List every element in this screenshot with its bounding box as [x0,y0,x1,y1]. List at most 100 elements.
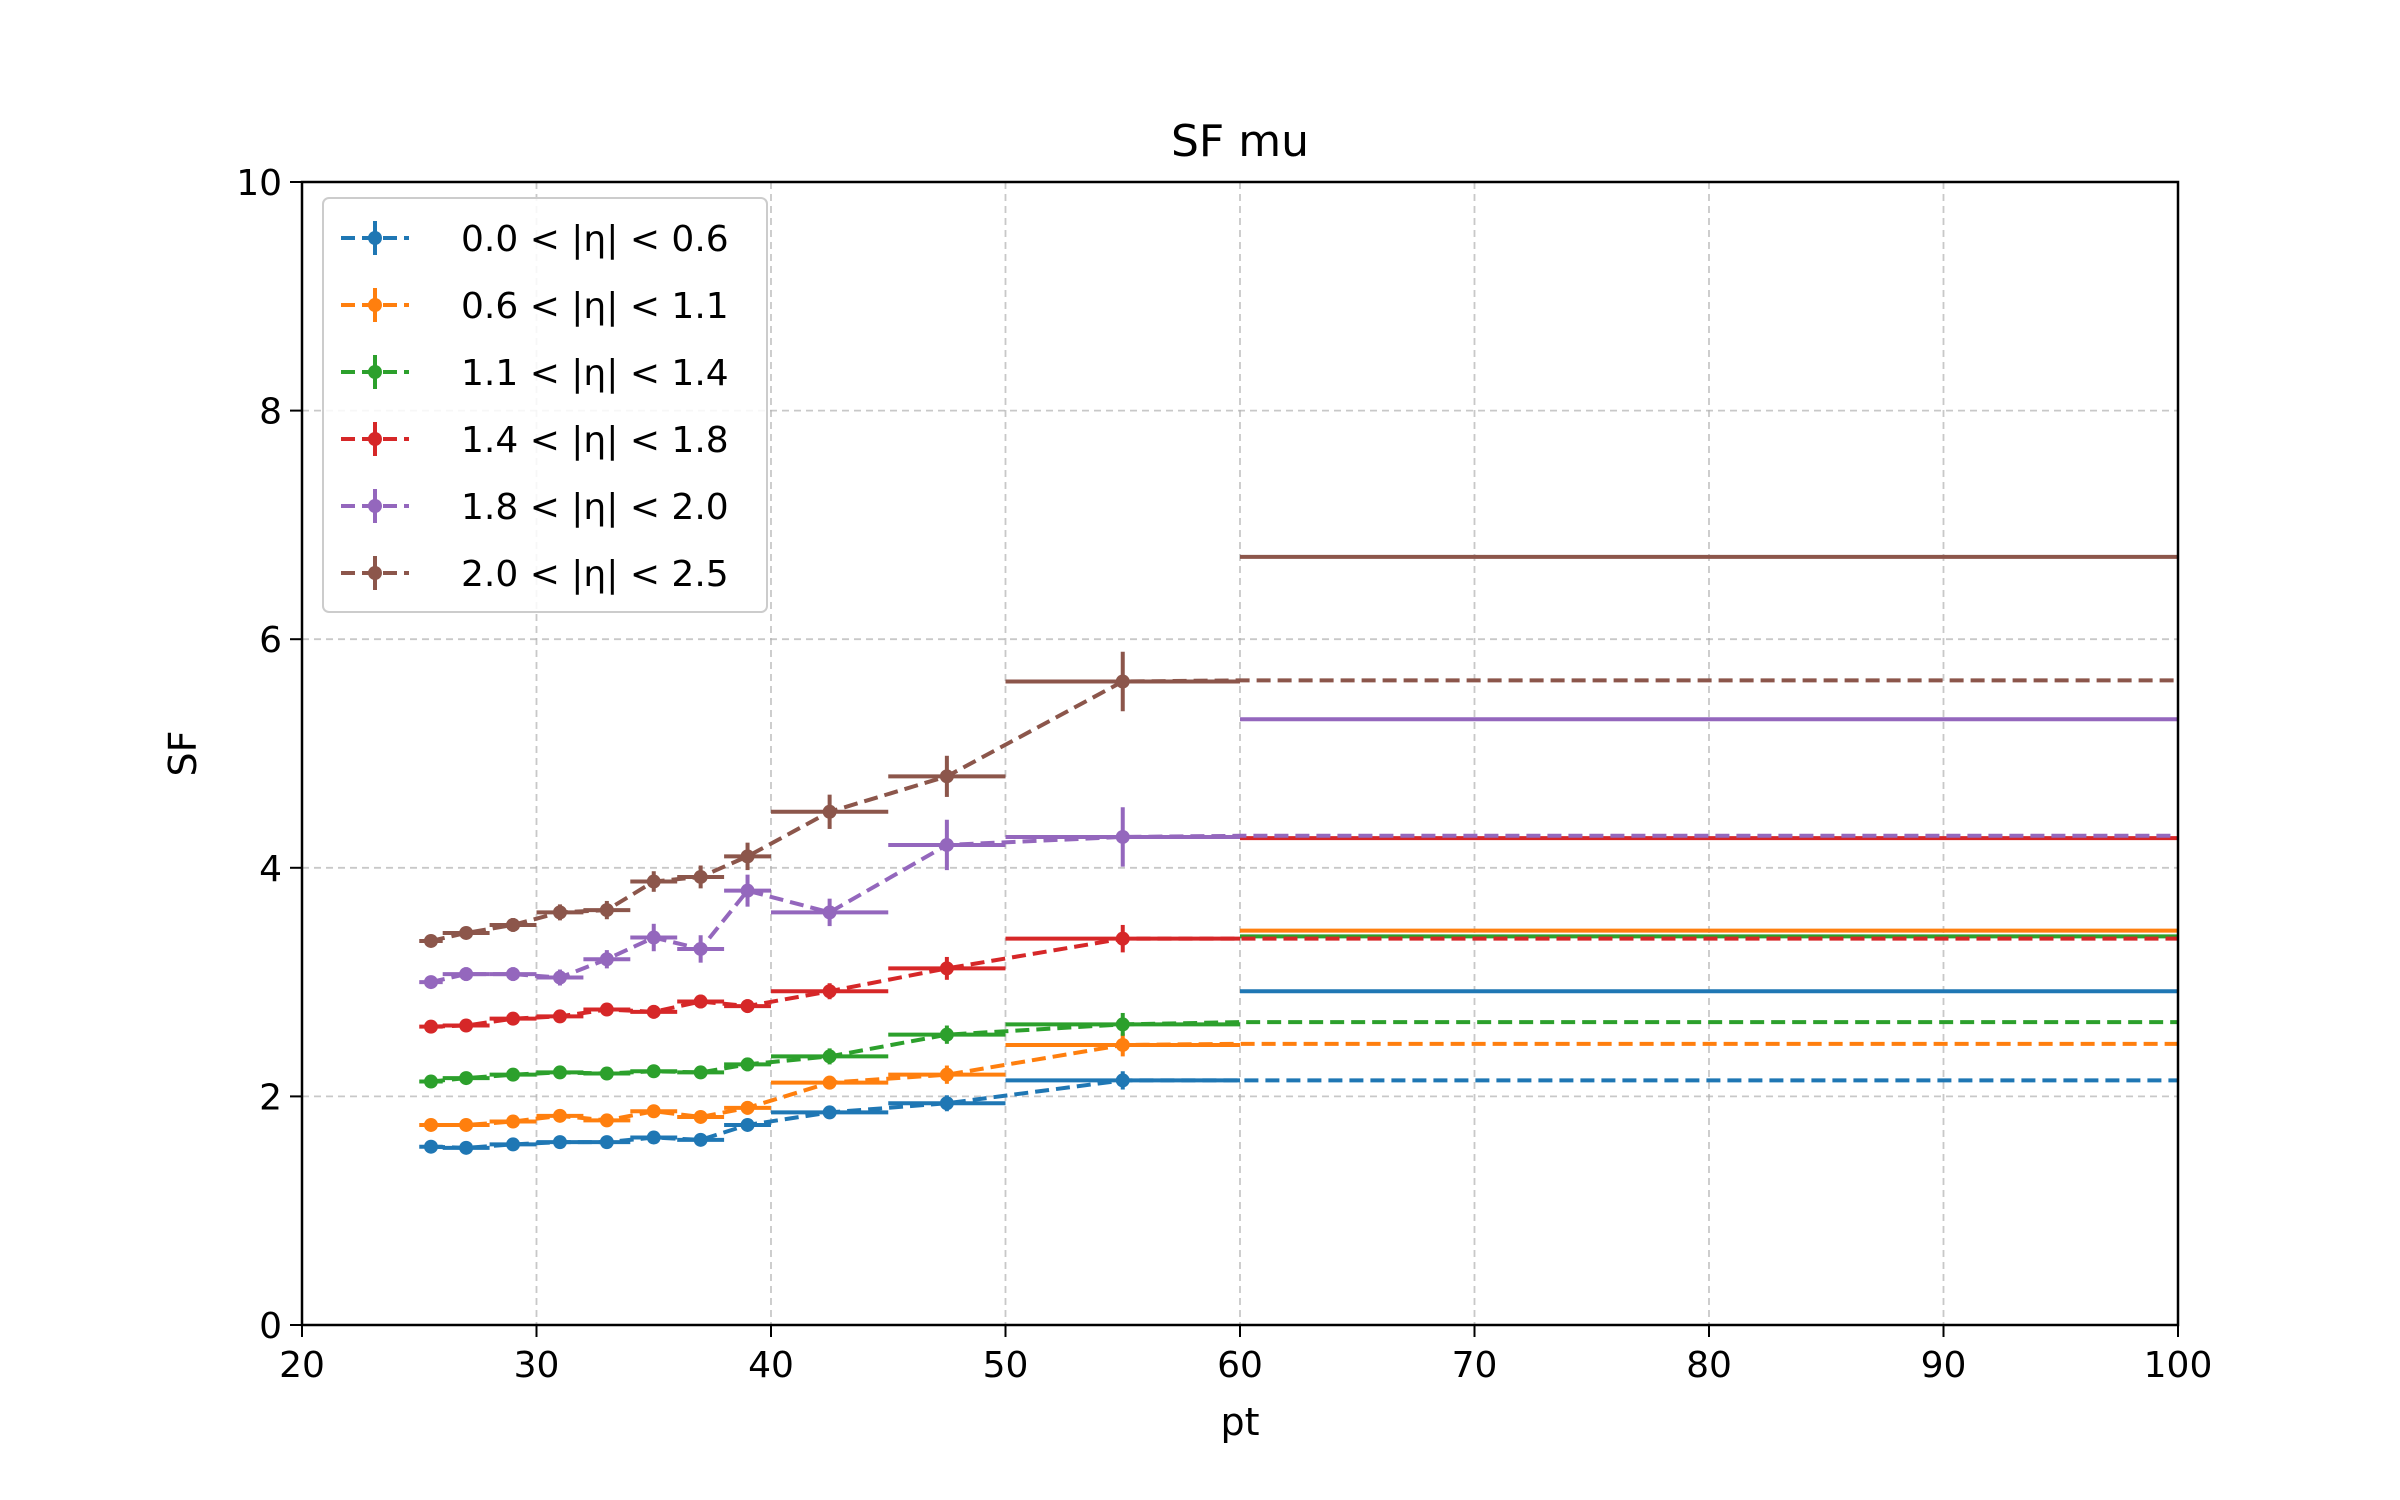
data-point [506,1011,521,1026]
axis-ticks: 20 30 40 50 60 70 80 90 100 0 2 4 6 8 10 [236,163,2212,1386]
data-point [1115,1017,1130,1032]
data-point [646,1004,661,1019]
data-point [599,952,614,967]
legend-label: 1.1 < |η| < 1.4 [461,353,729,394]
data-point [423,1139,438,1154]
data-point [459,1140,474,1155]
data-point [646,874,661,889]
data-point [552,970,567,985]
data-point [459,1117,474,1132]
data-point [939,1096,954,1111]
data-point [599,1135,614,1150]
x-tick-label: 40 [748,1345,794,1386]
y-tick-label: 0 [259,1306,282,1347]
legend-label: 0.6 < |η| < 1.1 [461,286,729,327]
data-point [939,837,954,852]
legend-box [322,197,768,613]
data-point [1115,1037,1130,1052]
data-point [599,1066,614,1081]
legend-marker [368,499,382,513]
data-point [552,1009,567,1024]
legend-label: 2.0 < |η| < 2.5 [461,554,729,595]
x-tick-label: 30 [514,1345,560,1386]
x-tick-label: 50 [983,1345,1029,1386]
legend-item: 1.4 < |η| < 1.8 [341,420,729,461]
data-point [822,1075,837,1090]
data-point [506,967,521,982]
data-point [822,1049,837,1064]
data-point [646,1130,661,1145]
legend-label: 1.8 < |η| < 2.0 [461,487,729,528]
data-point [552,1135,567,1150]
data-point [939,1027,954,1042]
data-point [646,930,661,945]
legend-marker [368,432,382,446]
data-point [599,1113,614,1128]
series-1 [419,928,2178,1132]
series-3 [419,836,2178,1034]
y-tick-label: 2 [259,1077,282,1118]
legend-item: 2.0 < |η| < 2.5 [341,554,729,595]
series-0 [419,989,2178,1155]
legend: 0.0 < |η| < 0.6 0.6 < |η| < 1.1 1.1 < |η| … [322,197,768,613]
data-point [423,933,438,948]
x-tick-label: 90 [1921,1345,1967,1386]
y-tick-label: 10 [236,163,282,204]
data-point [1115,1073,1130,1088]
plot-area [419,554,2178,1155]
data-point [693,994,708,1009]
data-point [552,1065,567,1080]
data-point [459,967,474,982]
data-point [939,1067,954,1082]
legend-marker [368,231,382,245]
data-point [423,1019,438,1034]
data-point [506,1114,521,1129]
legend-item: 1.1 < |η| < 1.4 [341,353,729,394]
data-point [693,1109,708,1124]
data-point [459,1018,474,1033]
data-point [693,1132,708,1147]
data-point [599,1002,614,1017]
data-point [646,1064,661,1079]
series-5 [419,554,2178,948]
series-2 [419,934,2178,1089]
data-point [740,1100,755,1115]
data-point [693,941,708,956]
series-4 [419,717,2178,990]
legend-item: 1.8 < |η| < 2.0 [341,487,729,528]
data-point [459,1071,474,1086]
chart-title: SF mu [1171,116,1309,167]
data-point [506,1067,521,1082]
y-axis-title: SF [161,731,205,777]
data-point [506,917,521,932]
data-point [506,1137,521,1152]
data-point [599,903,614,918]
legend-item: 0.6 < |η| < 1.1 [341,286,729,327]
data-point [740,1057,755,1072]
data-point [693,869,708,884]
data-point [552,1108,567,1123]
legend-marker [368,566,382,580]
data-point [822,905,837,920]
data-point [646,1104,661,1119]
x-tick-label: 80 [1686,1345,1732,1386]
data-point [740,1117,755,1132]
legend-label: 0.0 < |η| < 0.6 [461,219,729,260]
data-point [1115,674,1130,689]
data-point [939,769,954,784]
y-tick-label: 6 [259,620,282,661]
data-point [1115,931,1130,946]
data-point [1115,829,1130,844]
legend-item: 0.0 < |η| < 0.6 [341,219,729,260]
y-tick-label: 4 [259,849,282,890]
data-point [822,804,837,819]
x-tick-label: 70 [1452,1345,1498,1386]
data-point [822,984,837,999]
data-point [552,905,567,920]
data-point [423,1117,438,1132]
legend-label: 1.4 < |η| < 1.8 [461,420,729,461]
data-point [459,925,474,940]
y-tick-label: 8 [259,392,282,433]
data-point [423,975,438,990]
